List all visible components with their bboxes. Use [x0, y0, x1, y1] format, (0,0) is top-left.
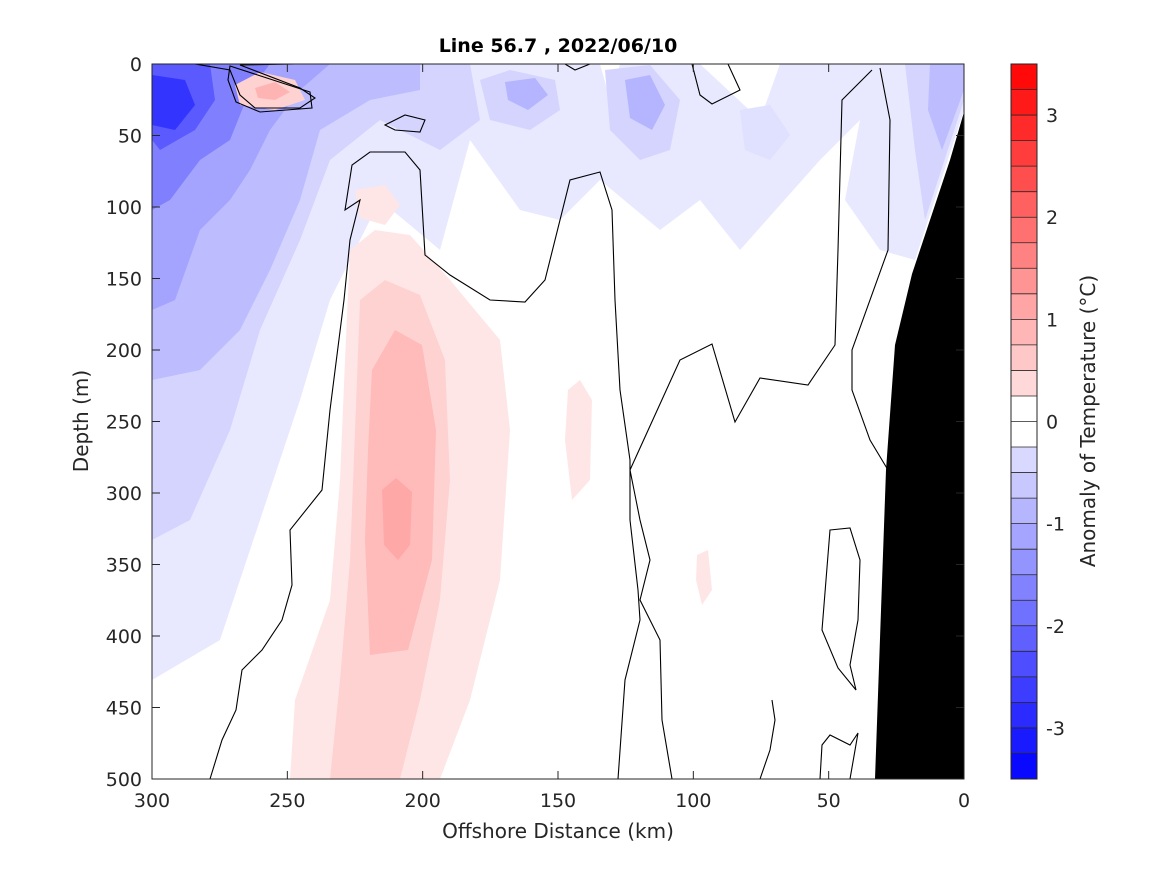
colorbar-band: [1011, 702, 1037, 729]
warm-patch-surface-core: [255, 82, 290, 100]
colorbar-band: [1011, 753, 1037, 780]
cool-patch-70: [740, 105, 790, 160]
land-mask: [875, 112, 964, 779]
cool-patch-160-inner: [505, 78, 548, 110]
anomaly-field: [152, 64, 964, 779]
contour-small-loop: [383, 114, 426, 133]
colorbar-band: [1011, 217, 1037, 244]
colorbar-band: [1011, 523, 1037, 550]
colorbar-ticks: 3 2 1 0 -1 -2 -3: [1046, 105, 1065, 740]
colorbar-band: [1011, 268, 1037, 295]
x-tick-label: 0: [958, 790, 970, 812]
colorbar-band: [1011, 140, 1037, 167]
y-tick-label: 350: [106, 555, 142, 577]
y-tick-label: 250: [106, 412, 142, 434]
colorbar-band: [1011, 191, 1037, 218]
y-tick-label: 200: [106, 340, 142, 362]
colorbar-band: [1011, 89, 1037, 116]
contour-main-left: [194, 64, 316, 109]
colorbar-tick-label: -3: [1046, 718, 1065, 740]
colorbar-tick-label: -1: [1046, 514, 1065, 536]
colorbar-tick-label: 0: [1046, 412, 1058, 434]
y-tick-label: 100: [106, 197, 142, 219]
contour-surface-loop: [227, 65, 313, 113]
colorbar-band: [1011, 115, 1037, 141]
colorbar-band: [1011, 293, 1037, 320]
colorbar-band: [1011, 319, 1037, 346]
cool-core: [152, 75, 195, 130]
colorbar-band: [1011, 370, 1037, 397]
x-tick-label: 300: [134, 790, 170, 812]
contour-near-coast: [851, 67, 891, 471]
x-axis-label: Offshore Distance (km): [442, 819, 674, 843]
colorbar-band: [1011, 625, 1037, 652]
y-tick-label: 500: [106, 769, 142, 791]
y-axis-label: Depth (m): [69, 370, 93, 472]
colorbar-band: [1011, 447, 1037, 473]
y-tick-label: 400: [106, 626, 142, 648]
warm-band-100: [382, 478, 412, 560]
contour-loop-40km: [821, 527, 861, 691]
warm-patch-145: [565, 380, 592, 500]
colorbar-band: [1011, 727, 1037, 754]
warm-patch-100: [355, 185, 400, 225]
colorbar-band: [1011, 549, 1037, 576]
contour-top-right: [691, 64, 741, 105]
colorbar-band: [1011, 242, 1037, 269]
x-axis: 300 250 200 150 100 50 0: [134, 64, 970, 812]
colorbar-band: [1011, 421, 1037, 448]
colorbar: [1010, 63, 1038, 780]
colorbar-band: [1011, 344, 1037, 371]
colorbar-band: [1011, 395, 1037, 422]
colorbar-band: [1011, 64, 1037, 90]
y-tick-label: 50: [118, 126, 142, 148]
colorbar-band: [1011, 574, 1037, 601]
colorbar-tick-label: 2: [1046, 207, 1058, 229]
y-tick-label: 0: [130, 54, 142, 76]
y-tick-label: 300: [106, 483, 142, 505]
colorbar-band: [1011, 676, 1037, 703]
colorbar-band: [1011, 472, 1037, 499]
contour-mid-right: [629, 69, 873, 779]
y-tick-label: 450: [106, 698, 142, 720]
plot-area: [151, 63, 965, 780]
contour-top-mid: [564, 64, 591, 71]
warm-patch-95: [696, 550, 712, 605]
x-tick-label: 100: [675, 790, 711, 812]
y-axis: 0 50 100 150 200 250 300 350 400 450 500: [106, 54, 964, 791]
contour-core-outline: [209, 151, 641, 779]
y-tick-label: 150: [106, 269, 142, 291]
x-tick-label: 250: [269, 790, 305, 812]
x-tick-label: 50: [817, 790, 841, 812]
cool-patch-120-inner: [625, 75, 665, 130]
contour-bottom-b: [819, 732, 859, 779]
colorbar-tick-label: 3: [1046, 105, 1058, 127]
zero-contours: [194, 64, 891, 779]
colorbar-tick-label: 1: [1046, 309, 1058, 331]
contour-bottom-a: [759, 699, 776, 779]
colorbar-tick-label: -2: [1046, 616, 1065, 638]
colorbar-band: [1011, 600, 1037, 627]
colorbar-band: [1011, 166, 1037, 192]
x-tick-label: 200: [405, 790, 441, 812]
cool-coastal-inner: [928, 64, 964, 150]
colorbar-label: Anomaly of Temperature (°C): [1076, 275, 1100, 567]
chart-title: Line 56.7 , 2022/06/10: [439, 35, 678, 57]
colorbar-band: [1011, 498, 1037, 524]
colorbar-band: [1011, 651, 1037, 678]
x-tick-label: 150: [540, 790, 576, 812]
colorbar-frame: [1010, 63, 1038, 780]
